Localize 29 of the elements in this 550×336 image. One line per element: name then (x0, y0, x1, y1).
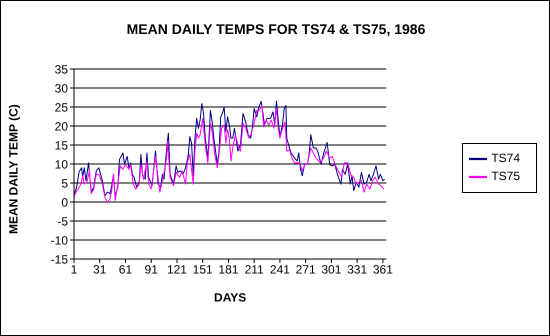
x-tick-label: 61 (118, 262, 132, 277)
y-tick-label: -15 (50, 252, 68, 266)
x-tick-label: 1 (70, 262, 78, 277)
y-tick-label: 30 (54, 81, 68, 96)
x-tick-label: 271 (296, 262, 316, 277)
y-tick-label: 10 (54, 157, 68, 172)
x-tick-label: 181 (218, 262, 239, 277)
legend-label: TS74 (491, 151, 520, 166)
chart-title: MEAN DAILY TEMPS FOR TS74 & TS75, 1986 (126, 21, 426, 37)
y-tick-label: 25 (54, 100, 68, 114)
y-axis-title: MEAN DAILY TEMP (C) (6, 104, 20, 234)
y-tick-label: 20 (54, 119, 68, 134)
y-tick-label: 15 (54, 138, 68, 152)
x-tick-label: 361 (372, 262, 394, 277)
y-tick-label: 35 (54, 62, 68, 76)
x-axis-title: DAYS (214, 290, 246, 305)
x-tick-label: 301 (321, 262, 342, 277)
legend-label: TS75 (491, 169, 520, 184)
x-tick-label: 241 (270, 262, 290, 277)
x-tick-label: 121 (166, 262, 188, 277)
y-tick-label: -10 (50, 233, 68, 248)
y-tick-label: -5 (57, 214, 68, 228)
x-tick-label: 91 (144, 262, 158, 277)
x-tick-label: 31 (93, 262, 107, 277)
x-tick-label: 331 (347, 262, 368, 277)
y-tick-label: 5 (61, 176, 68, 190)
x-tick-label: 151 (192, 262, 214, 277)
y-tick-label: 0 (61, 195, 68, 210)
x-tick-label: 211 (244, 262, 264, 277)
